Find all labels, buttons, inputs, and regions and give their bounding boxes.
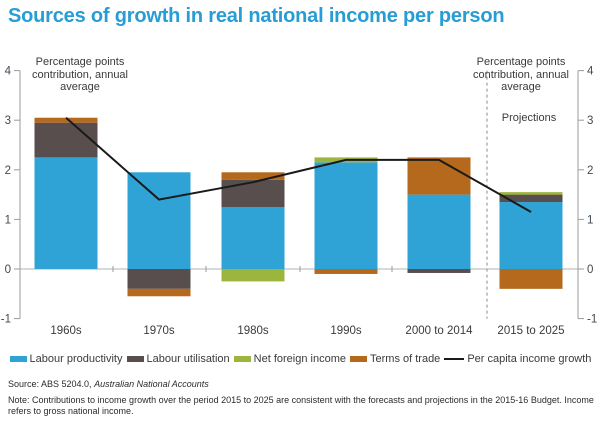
legend-item-terms_of_trade: Terms of trade — [350, 353, 440, 365]
legend-label: Labour utilisation — [146, 353, 230, 365]
y-tick-label-right: 4 — [587, 66, 594, 78]
bar-segment-labour_utilisation-2000-to-2014 — [407, 269, 471, 273]
x-category-label: 1980s — [237, 325, 269, 337]
x-category-label: 1960s — [50, 325, 82, 337]
y-tick-label-left: -1 — [1, 314, 11, 326]
bar-segment-terms_of_trade-1980s — [221, 172, 285, 180]
y-tick-label-right: -1 — [587, 314, 597, 326]
bar-segment-labour_utilisation-2015-to-2025 — [499, 194, 563, 203]
bar-segment-labour_productivity-2015-to-2025 — [499, 202, 563, 269]
y-tick-label-left: 2 — [5, 165, 11, 177]
legend-item-labour_utilisation: Labour utilisation — [126, 353, 230, 365]
legend-swatch — [233, 356, 251, 362]
legend-line-swatch — [444, 358, 465, 360]
bar-segment-labour_productivity-1960s — [34, 157, 98, 269]
source-text: Source: ABS 5204.0, Australian National … — [8, 379, 593, 389]
income-growth-line — [65, 116, 532, 213]
y-tick-label-right: 1 — [587, 214, 593, 226]
legend-swatch — [9, 356, 27, 362]
bar-segment-labour_utilisation-1960s — [34, 122, 98, 158]
x-category-label: 2000 to 2014 — [405, 325, 473, 337]
bar-segment-net_foreign_income-2015-to-2025 — [499, 192, 563, 195]
bar-segment-terms_of_trade-1990s — [314, 269, 378, 274]
note-text: Note: Contributions to income growth ove… — [8, 395, 594, 416]
legend-label: Terms of trade — [370, 353, 441, 365]
bar-segment-terms_of_trade-2000-to-2014 — [407, 157, 471, 195]
y-tick-label-left: 1 — [5, 214, 11, 226]
legend-item-labour_productivity: Labour productivity — [9, 353, 123, 365]
chart-legend: Labour productivity Labour utilisation Net… — [0, 353, 601, 365]
legend-label: Labour productivity — [29, 353, 123, 365]
bar-segment-labour_productivity-1980s — [221, 207, 285, 269]
y-tick-label-left: 3 — [5, 115, 11, 127]
legend-swatch — [350, 356, 367, 362]
y-axis-label-right: Percentage points contribution, annual a… — [472, 56, 569, 93]
legend-swatch — [126, 356, 144, 362]
y-tick-label-left: 4 — [5, 66, 12, 78]
bar-segment-terms_of_trade-1960s — [34, 117, 98, 123]
legend-item-net_foreign_income: Net foreign income — [233, 353, 346, 365]
x-category-label: 1970s — [143, 325, 175, 337]
y-tick-label-right: 3 — [587, 115, 593, 127]
source-publication: Australian National Accounts — [94, 379, 209, 389]
legend-item-income_growth_line: Per capita income growth — [444, 353, 591, 365]
y-tick-label-left: 0 — [5, 264, 11, 276]
chart-title: Sources of growth in real national incom… — [8, 5, 505, 27]
bar-segment-labour_utilisation-1970s — [127, 269, 191, 289]
bar-segment-labour_productivity-2000-to-2014 — [407, 194, 471, 269]
bar-segment-terms_of_trade-1970s — [127, 288, 191, 297]
legend-label: Per capita income growth — [467, 353, 592, 365]
bar-segment-labour_utilisation-1980s — [221, 179, 285, 207]
bar-segment-net_foreign_income-1980s — [221, 269, 285, 282]
projections-label: Projections — [501, 112, 557, 124]
bar-segment-labour_productivity-1990s — [314, 162, 378, 269]
y-tick-label-right: 0 — [587, 264, 593, 276]
y-tick-label-right: 2 — [587, 165, 593, 177]
x-category-label: 1990s — [330, 325, 362, 337]
bar-segment-labour_productivity-1970s — [127, 172, 191, 269]
chart-canvas: -1 0 1 2 3 4 -1 0 1 2 3 4 1960s 1970s 1980s 1990s 2000 t… — [1, 66, 597, 337]
x-category-label: 2015 to 2025 — [497, 325, 564, 337]
source-prefix: Source: ABS 5204.0, — [8, 379, 95, 389]
y-axis-label-left: Percentage points contribution, annual a… — [31, 56, 128, 93]
bar-segment-terms_of_trade-2015-to-2025 — [499, 269, 563, 289]
legend-label: Net foreign income — [253, 353, 346, 365]
